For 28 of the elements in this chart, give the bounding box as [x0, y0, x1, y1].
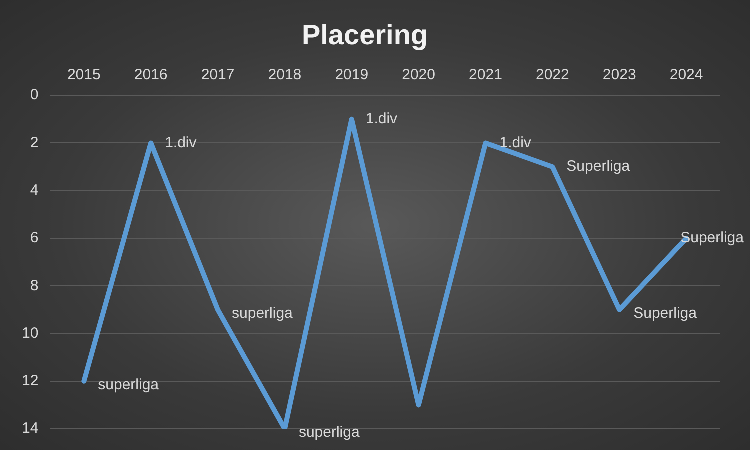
- x-tick-label: 2017: [201, 66, 235, 84]
- x-tick-label: 2015: [67, 66, 101, 84]
- annotation: Superliga: [634, 305, 698, 322]
- annotation: Superliga: [566, 158, 631, 176]
- x-tick-label: 2021: [469, 66, 502, 84]
- y-tick-label: 10: [22, 324, 39, 342]
- annotation: superliga: [232, 305, 294, 322]
- x-tick-label: 2020: [402, 66, 436, 84]
- annotation: 1.div: [165, 134, 198, 152]
- x-tick-label: 2022: [536, 66, 570, 84]
- y-tick-label: 2: [30, 134, 39, 152]
- y-tick-label: 14: [22, 420, 39, 438]
- y-tick-label: 12: [22, 372, 39, 390]
- x-tick-label: 2016: [134, 66, 168, 84]
- annotation: 1.div: [366, 110, 398, 128]
- x-tick-label: 2023: [602, 66, 636, 84]
- x-tick-label: 2018: [268, 66, 302, 84]
- annotation: 1.div: [500, 134, 532, 152]
- x-tick-label: 2024: [670, 66, 704, 84]
- annotation: superliga: [298, 424, 360, 442]
- y-tick-label: 6: [30, 230, 39, 247]
- y-tick-label: 4: [30, 182, 39, 199]
- annotation: superliga: [98, 376, 160, 394]
- x-tick-label: 2019: [335, 66, 369, 84]
- chart-title: Placering: [302, 20, 428, 51]
- annotation: Superliga: [680, 230, 745, 247]
- y-tick-label: 0: [30, 86, 39, 104]
- y-tick-label: 8: [30, 277, 39, 294]
